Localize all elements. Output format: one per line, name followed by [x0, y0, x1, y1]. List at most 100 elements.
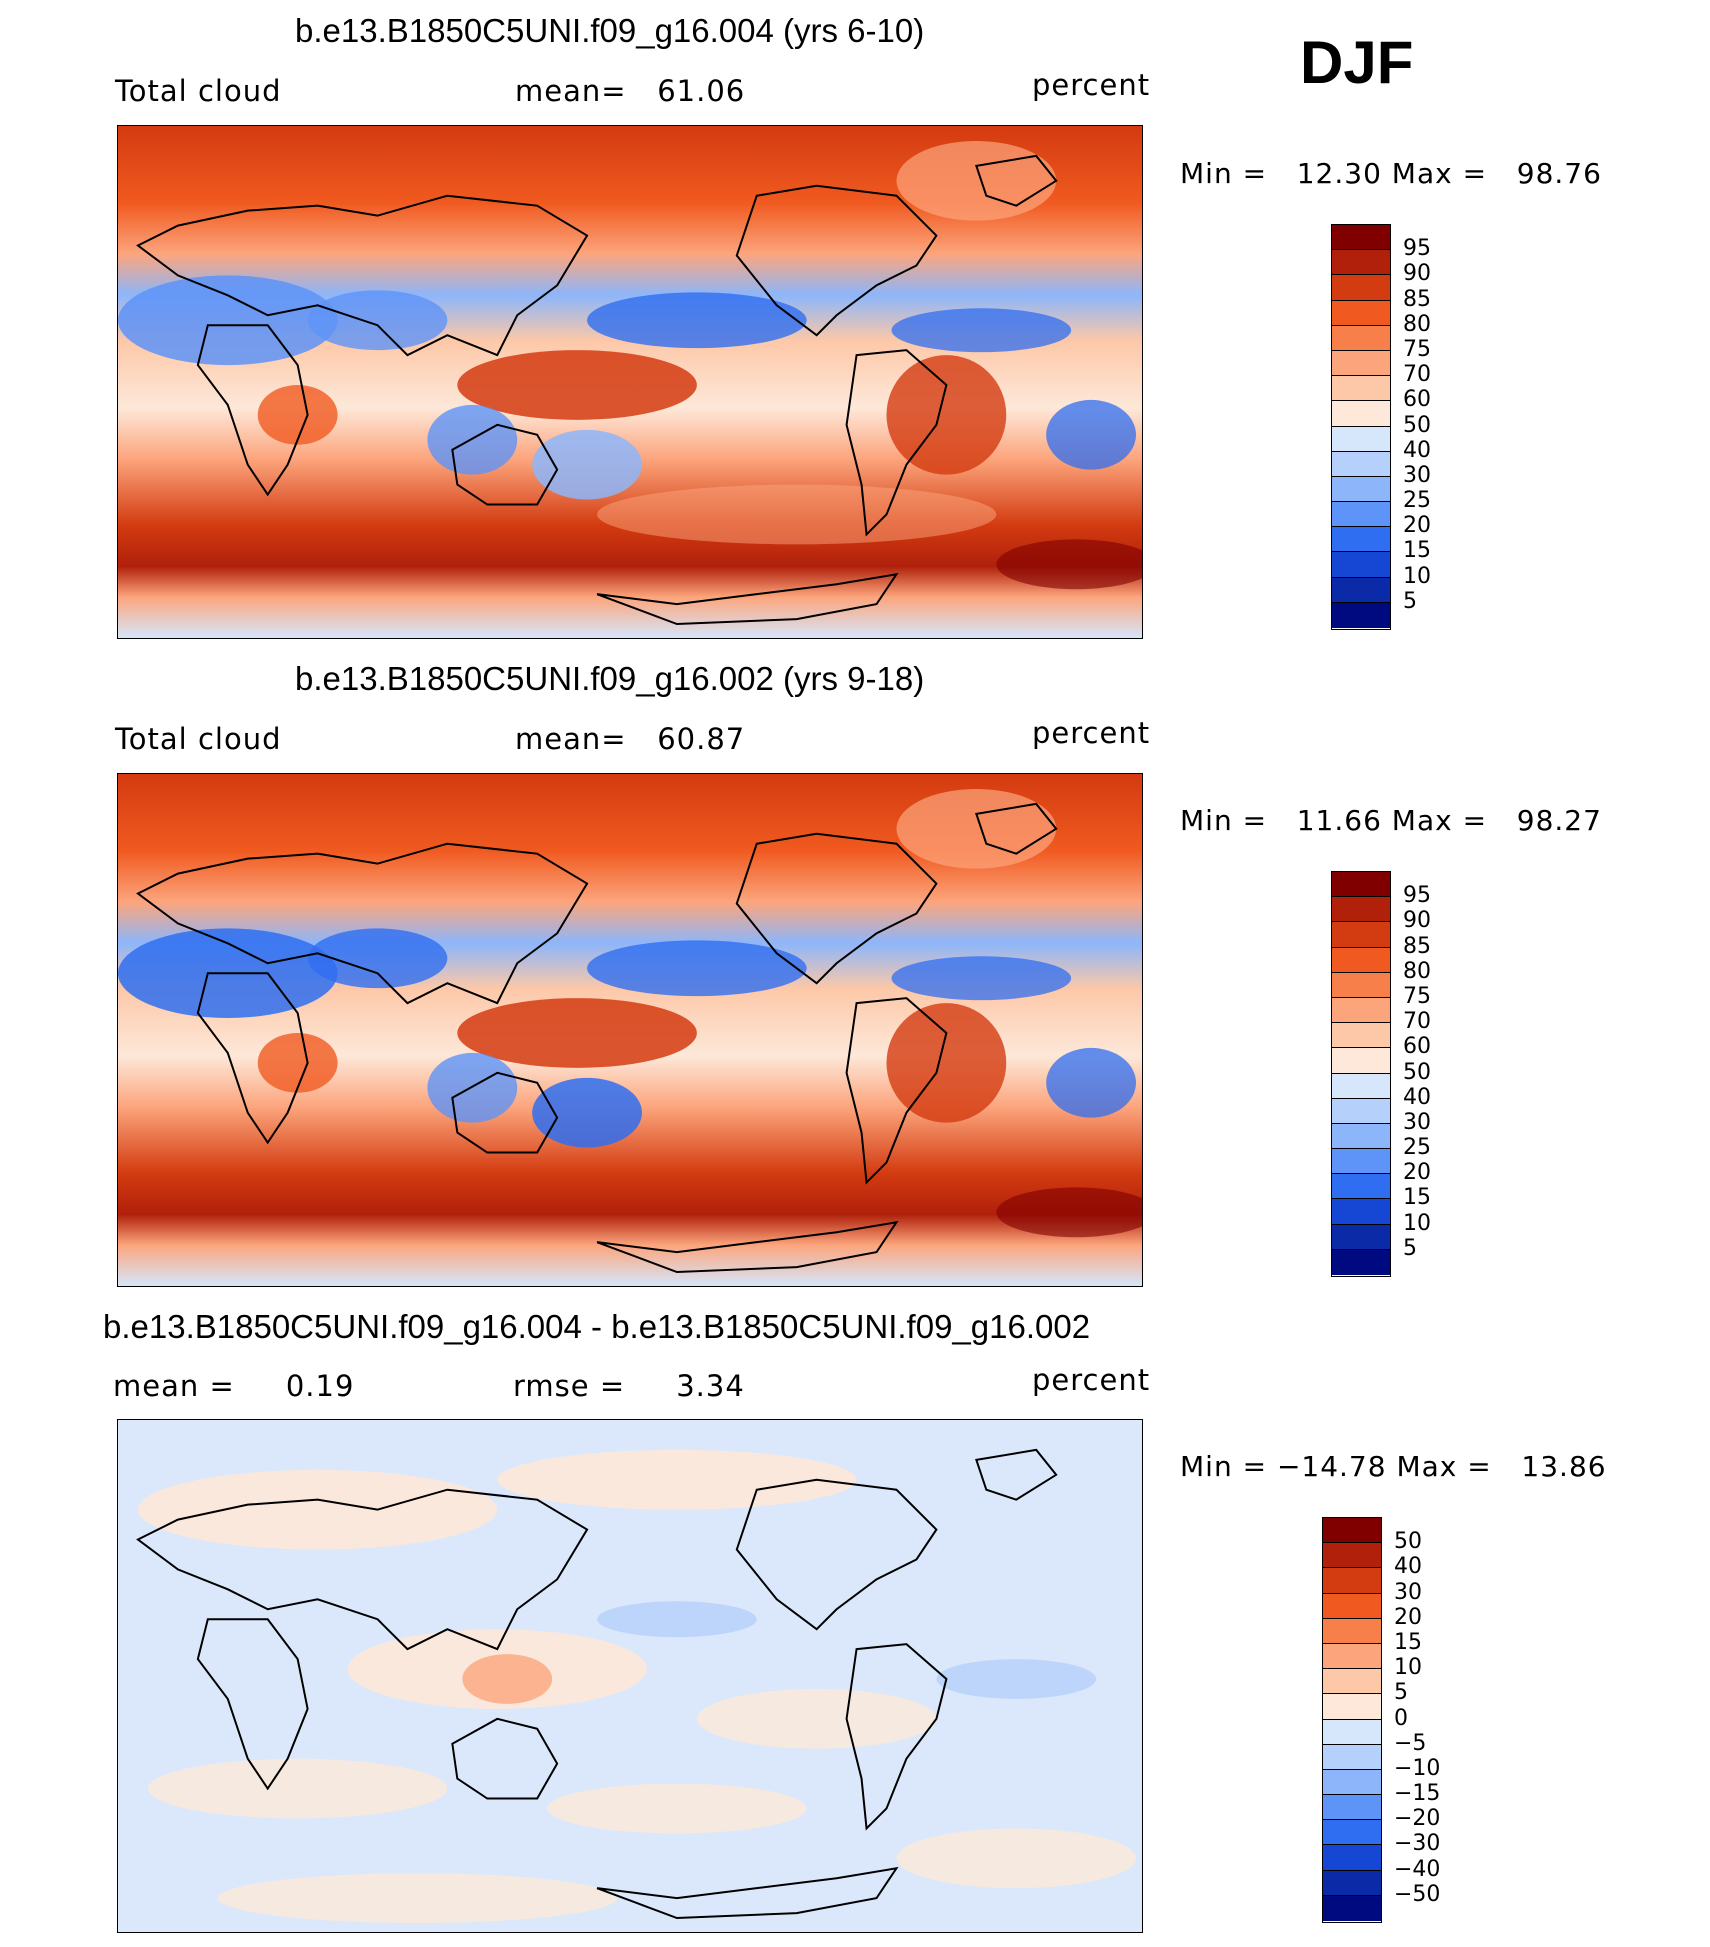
colorbar-swatch — [1323, 1593, 1381, 1619]
colorbar-tick-label: 70 — [1403, 362, 1431, 388]
colorbar-tick-label: 50 — [1394, 1529, 1422, 1555]
colorbar-tick-label: 25 — [1403, 488, 1431, 514]
colorbar-swatch — [1332, 350, 1390, 377]
colorbar-swatch — [1332, 872, 1390, 898]
colorbar-swatch — [1332, 426, 1390, 452]
colorbar-swatch — [1332, 1174, 1390, 1200]
colorbar-swatch — [1323, 1845, 1381, 1871]
colorbar-tick-label: −40 — [1394, 1856, 1441, 1882]
colorbar-swatch — [1332, 1023, 1390, 1049]
colorbar-tick-label: 10 — [1403, 563, 1431, 589]
panel-1-title: b.e13.B1850C5UNI.f09_g16.004 (yrs 6-10) — [295, 12, 925, 49]
colorbar-swatch — [1332, 1249, 1390, 1275]
panel-2-map-field — [118, 774, 1142, 1286]
panel-3-map — [117, 1419, 1143, 1933]
colorbar-tick-label: −15 — [1394, 1781, 1441, 1807]
colorbar-swatch — [1332, 1123, 1390, 1150]
colorbar-tick-label: 20 — [1403, 1160, 1431, 1186]
panel-2-mean-label: mean= 60.87 — [515, 722, 746, 756]
colorbar-tick-label: 90 — [1403, 908, 1431, 934]
colorbar-swatch — [1332, 897, 1390, 923]
colorbar-swatch — [1332, 997, 1390, 1024]
panel-3-colorbar — [1322, 1517, 1382, 1923]
colorbar-tick-label: 15 — [1403, 538, 1431, 564]
colorbar-swatch — [1332, 325, 1390, 351]
colorbar-tick-label: 15 — [1403, 1185, 1431, 1211]
colorbar-swatch — [1332, 1073, 1390, 1099]
colorbar-swatch — [1323, 1719, 1381, 1745]
colorbar-swatch — [1323, 1895, 1381, 1921]
colorbar-tick-label: 75 — [1403, 983, 1431, 1009]
panel-1-mean-label: mean= 61.06 — [515, 74, 746, 108]
colorbar-swatch — [1332, 1098, 1390, 1124]
colorbar-swatch — [1332, 476, 1390, 503]
colorbar-swatch — [1332, 577, 1390, 603]
colorbar-swatch — [1332, 502, 1390, 528]
colorbar-swatch — [1323, 1769, 1381, 1796]
colorbar-tick-label: 95 — [1403, 236, 1431, 262]
colorbar-swatch — [1323, 1820, 1381, 1846]
colorbar-tick-label: 80 — [1403, 958, 1431, 984]
panel-1-colorbar — [1331, 224, 1391, 630]
panel-3-map-field — [118, 1420, 1142, 1932]
colorbar-swatch — [1323, 1568, 1381, 1594]
colorbar-swatch — [1332, 225, 1390, 251]
colorbar-swatch — [1323, 1870, 1381, 1896]
colorbar-tick-label: 60 — [1403, 1034, 1431, 1060]
colorbar-swatch — [1332, 275, 1390, 301]
colorbar-swatch — [1323, 1744, 1381, 1770]
colorbar-tick-label: 30 — [1394, 1579, 1422, 1605]
colorbar-tick-label: 20 — [1403, 513, 1431, 539]
colorbar-swatch — [1332, 922, 1390, 948]
colorbar-tick-label: 10 — [1394, 1655, 1422, 1681]
colorbar-tick-label: 5 — [1394, 1680, 1408, 1706]
season-label: DJF — [1300, 29, 1414, 96]
colorbar-tick-label: 50 — [1403, 412, 1431, 438]
panel-2-title: b.e13.B1850C5UNI.f09_g16.002 (yrs 9-18) — [295, 660, 925, 697]
colorbar-tick-label: 25 — [1403, 1135, 1431, 1161]
colorbar-swatch — [1323, 1669, 1381, 1695]
colorbar-swatch — [1332, 1149, 1390, 1175]
colorbar-tick-label: 20 — [1394, 1604, 1422, 1630]
panel-3-title: b.e13.B1850C5UNI.f09_g16.004 - b.e13.B18… — [103, 1308, 1091, 1345]
colorbar-swatch — [1323, 1694, 1381, 1720]
colorbar-tick-label: 30 — [1403, 1109, 1431, 1135]
panel-3-units-label: percent — [1032, 1363, 1151, 1397]
colorbar-swatch — [1332, 1224, 1390, 1250]
panel-2-map — [117, 773, 1143, 1287]
panel-1-units-label: percent — [1032, 68, 1151, 102]
colorbar-tick-label: −10 — [1394, 1755, 1441, 1781]
colorbar-tick-label: 90 — [1403, 261, 1431, 287]
panel-2-units-label: percent — [1032, 716, 1151, 750]
colorbar-swatch — [1332, 552, 1390, 578]
colorbar-tick-label: 5 — [1403, 1235, 1417, 1261]
colorbar-swatch — [1323, 1618, 1381, 1644]
colorbar-tick-label: 70 — [1403, 1009, 1431, 1035]
colorbar-swatch — [1323, 1543, 1381, 1569]
colorbar-tick-label: 30 — [1403, 462, 1431, 488]
colorbar-tick-label: 40 — [1403, 437, 1431, 463]
colorbar-swatch — [1332, 602, 1390, 628]
colorbar-tick-label: 0 — [1394, 1705, 1408, 1731]
colorbar-tick-label: 15 — [1394, 1629, 1422, 1655]
colorbar-tick-label: −50 — [1394, 1881, 1441, 1907]
colorbar-tick-label: 75 — [1403, 336, 1431, 362]
colorbar-swatch — [1332, 527, 1390, 553]
colorbar-swatch — [1332, 250, 1390, 276]
colorbar-tick-label: 85 — [1403, 933, 1431, 959]
colorbar-swatch — [1332, 401, 1390, 427]
colorbar-swatch — [1332, 972, 1390, 998]
panel-2-minmax: Min = 11.66 Max = 98.27 — [1180, 804, 1602, 837]
panel-3-mean-label: mean = 0.19 — [113, 1369, 355, 1403]
panel-2-variable-label: Total cloud — [115, 722, 282, 756]
colorbar-swatch — [1323, 1795, 1381, 1821]
colorbar-tick-label: 95 — [1403, 883, 1431, 909]
colorbar-tick-label: −5 — [1394, 1730, 1427, 1756]
panel-3-minmax: Min = −14.78 Max = 13.86 — [1180, 1450, 1607, 1483]
colorbar-swatch — [1332, 1048, 1390, 1074]
colorbar-tick-label: 80 — [1403, 311, 1431, 337]
colorbar-tick-label: 60 — [1403, 387, 1431, 413]
colorbar-swatch — [1332, 1199, 1390, 1225]
colorbar-tick-label: −30 — [1394, 1831, 1441, 1857]
colorbar-tick-label: 40 — [1403, 1084, 1431, 1110]
